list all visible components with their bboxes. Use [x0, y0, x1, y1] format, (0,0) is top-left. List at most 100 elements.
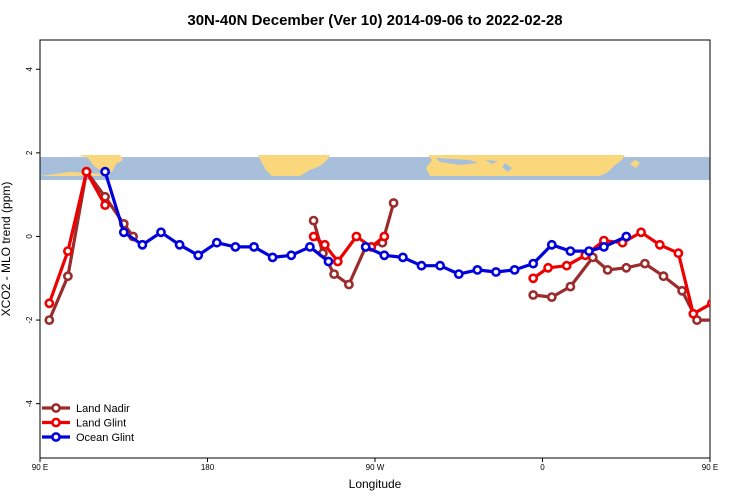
map-band	[40, 155, 710, 181]
data-point-ocean-glint	[584, 246, 594, 256]
data-point-land-glint	[528, 273, 539, 284]
x-tick-label: 90 W	[366, 463, 385, 472]
data-point-ocean-glint	[491, 267, 501, 277]
data-point-land-nadir	[602, 264, 613, 275]
data-point-land-nadir	[658, 271, 669, 282]
data-point-land-glint	[332, 256, 343, 267]
data-point-land-nadir	[731, 273, 738, 280]
data-point-land-glint	[707, 298, 710, 308]
legend-item-land-nadir: Land Nadir	[42, 403, 130, 415]
x-axis: 90 E 180 90 W 0 90 E	[32, 458, 718, 472]
map-band-land-japan	[94, 160, 103, 168]
data-point-land-nadir	[63, 271, 73, 282]
data-point-land-glint	[727, 248, 734, 255]
data-point-ocean-glint	[249, 241, 259, 252]
data-point-ocean-glint	[100, 166, 110, 177]
map-band-ocean-persian-gulf	[502, 163, 512, 172]
y-tick-label: -2	[25, 316, 34, 324]
data-point-land-nadir	[565, 281, 576, 292]
y-tick-label: 2	[25, 150, 34, 155]
y-axis: -4 -2 0 2 4	[25, 66, 40, 407]
legend-marker	[51, 432, 61, 442]
data-point-land-nadir	[712, 317, 719, 324]
data-point-land-glint	[308, 231, 319, 242]
series-land-glint	[44, 166, 750, 319]
series-line-land-nadir	[533, 255, 710, 322]
data-point-ocean-glint	[435, 260, 445, 271]
data-point-land-glint	[351, 231, 362, 242]
data-point-ocean-glint	[546, 239, 557, 250]
x-tick-label: 90 E	[32, 463, 48, 472]
map-band-land-japan-right	[630, 160, 640, 168]
data-point-ocean-glint	[472, 264, 483, 275]
data-point-ocean-glint	[599, 241, 609, 252]
data-point-ocean-glint	[193, 250, 204, 261]
data-point-land-nadir	[677, 285, 687, 296]
data-point-ocean-glint	[621, 231, 632, 242]
series-line-land-glint	[47, 170, 107, 304]
data-point-ocean-glint	[230, 241, 241, 252]
data-point-land-glint	[543, 262, 553, 273]
data-point-ocean-glint	[379, 250, 390, 261]
x-tick-label: 0	[540, 463, 545, 472]
data-point-land-nadir	[640, 258, 650, 269]
data-point-ocean-glint	[174, 239, 185, 250]
data-point-land-glint	[319, 239, 330, 250]
data-point-ocean-glint	[509, 264, 520, 275]
data-point-ocean-glint	[118, 227, 129, 238]
data-point-ocean-glint	[211, 237, 222, 248]
map-band-land-asia-west	[40, 155, 123, 176]
data-point-land-nadir	[388, 198, 399, 208]
data-point-ocean-glint	[565, 246, 576, 256]
data-point-land-nadir	[44, 315, 55, 325]
series-land-nadir	[44, 166, 738, 325]
data-point-ocean-glint	[267, 252, 278, 263]
legend-item-land-glint: Land Glint	[42, 418, 126, 430]
data-point-land-glint	[654, 239, 665, 250]
data-point-land-glint	[688, 308, 699, 319]
data-point-land-glint	[81, 166, 92, 177]
map-band-ocean-mediterranean	[436, 158, 498, 165]
data-point-ocean-glint	[137, 239, 148, 250]
data-point-ocean-glint	[156, 227, 166, 238]
data-point-land-glint	[746, 168, 750, 175]
chart-title: 30N-40N December (Ver 10) 2014-09-06 to …	[187, 12, 562, 29]
data-point-ocean-glint	[360, 241, 371, 252]
map-band-land-north-america	[258, 155, 330, 176]
data-point-land-glint	[636, 227, 646, 238]
series-layer	[44, 166, 750, 325]
legend-label: Land Glint	[76, 418, 126, 430]
y-tick-label: -4	[25, 400, 34, 408]
y-tick-label: 4	[25, 66, 34, 71]
series-ocean-glint	[100, 166, 632, 279]
data-point-land-glint	[561, 260, 572, 271]
y-axis-label: XCO2 - MLO trend (ppm)	[0, 182, 13, 317]
data-point-land-nadir	[546, 292, 557, 302]
data-point-ocean-glint	[528, 258, 539, 269]
legend: Land Nadir Land Glint Ocean Glint	[42, 403, 134, 444]
data-point-land-glint	[44, 298, 55, 309]
data-point-ocean-glint	[323, 256, 334, 267]
series-line-land-nadir	[47, 170, 135, 321]
series-line-land-glint	[532, 230, 710, 316]
legend-label: Ocean Glint	[76, 432, 134, 444]
data-point-ocean-glint	[304, 241, 315, 252]
data-point-land-nadir	[528, 290, 539, 300]
x-axis-label: Longitude	[349, 477, 402, 491]
x-tick-label: 90 E	[702, 463, 718, 472]
legend-marker	[51, 403, 61, 413]
data-point-land-glint	[100, 200, 110, 210]
data-point-land-nadir	[308, 215, 319, 226]
data-point-land-nadir	[343, 279, 354, 290]
data-point-ocean-glint	[416, 260, 427, 271]
data-point-land-glint	[63, 246, 73, 256]
data-point-land-glint	[673, 248, 684, 259]
data-point-ocean-glint	[286, 250, 297, 261]
map-band-land-eurasia	[426, 155, 625, 176]
legend-item-ocean-glint: Ocean Glint	[42, 432, 134, 444]
data-point-ocean-glint	[397, 252, 408, 263]
data-point-land-nadir	[329, 269, 339, 279]
data-point-land-glint	[379, 231, 390, 242]
data-point-ocean-glint	[453, 269, 464, 279]
